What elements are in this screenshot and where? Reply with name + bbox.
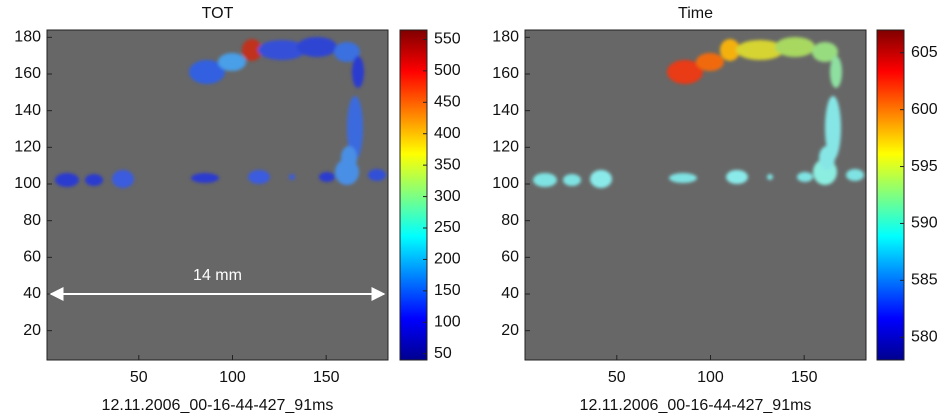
blob	[341, 146, 357, 170]
y-tick-label: 180	[492, 29, 519, 46]
colorbar-tick-label: 605	[911, 44, 938, 61]
y-tick-label: 80	[501, 212, 519, 229]
blob	[720, 39, 740, 61]
colorbar-tick-label: 150	[434, 282, 461, 299]
y-tick-label: 80	[23, 212, 41, 229]
blob	[767, 174, 773, 180]
plot-area	[46, 29, 389, 361]
colorbar-tick-label: 50	[434, 345, 452, 362]
colorbar-tick-label: 500	[434, 62, 461, 79]
y-tick-label: 160	[492, 65, 519, 82]
blob	[191, 173, 219, 183]
scale-annotation: 14 mm	[193, 267, 242, 284]
blob	[825, 96, 841, 160]
colorbar-tick-label: 350	[434, 156, 461, 173]
blob	[819, 146, 835, 170]
y-tick-label: 180	[14, 29, 41, 46]
colorbar-tick-label: 590	[911, 215, 938, 232]
blob	[696, 53, 724, 71]
y-tick-label: 120	[14, 139, 41, 156]
blob	[289, 174, 295, 180]
colorbar-tick-label: 100	[434, 314, 461, 331]
blob	[334, 42, 360, 62]
colorbar-tick-label: 400	[434, 125, 461, 142]
colorbar-tick-label: 200	[434, 251, 461, 268]
colorbar-tick-label: 580	[911, 328, 938, 345]
blob	[726, 170, 748, 184]
title: Time	[678, 5, 713, 22]
blob	[352, 56, 364, 88]
colorbar-tick-label: 585	[911, 272, 938, 289]
x-tick-label: 50	[608, 369, 626, 386]
colorbar-tick-label: 450	[434, 94, 461, 111]
image-blobs	[533, 37, 864, 188]
title: TOT	[202, 5, 234, 22]
blob	[258, 40, 306, 60]
blob	[55, 173, 79, 187]
x-axis-label: 12.11.2006_00-16-44-427_91ms	[580, 397, 812, 414]
colorbar-tick-label: 595	[911, 158, 938, 175]
y-tick-label: 20	[501, 322, 519, 339]
x-tick-label: 150	[791, 369, 818, 386]
colorbar	[399, 29, 428, 361]
blob	[248, 170, 270, 184]
y-tick-label: 60	[23, 249, 41, 266]
x-tick-label: 150	[313, 369, 340, 386]
colorbar-tick-label: 250	[434, 219, 461, 236]
blob	[368, 169, 386, 181]
blob	[846, 169, 864, 181]
image-blobs	[55, 37, 386, 188]
x-tick-label: 100	[219, 369, 246, 386]
x-tick-label: 100	[697, 369, 724, 386]
blob	[112, 170, 134, 188]
blob	[533, 173, 557, 187]
blob	[297, 37, 337, 57]
blob	[189, 60, 225, 84]
colorbar-tick-label: 600	[911, 101, 938, 118]
blob	[669, 173, 697, 183]
plot-area	[524, 29, 867, 361]
blob	[563, 174, 581, 186]
y-tick-label: 100	[492, 175, 519, 192]
blob	[590, 170, 612, 188]
blob	[830, 56, 842, 88]
y-tick-label: 40	[501, 285, 519, 302]
y-tick-label: 100	[14, 175, 41, 192]
y-tick-label: 120	[492, 139, 519, 156]
y-tick-label: 140	[14, 102, 41, 119]
y-tick-label: 20	[23, 322, 41, 339]
blob	[347, 96, 363, 160]
blob	[775, 37, 815, 57]
blob	[85, 174, 103, 186]
blob	[812, 42, 838, 62]
y-tick-label: 60	[501, 249, 519, 266]
blob	[667, 60, 703, 84]
x-tick-label: 50	[130, 369, 148, 386]
x-axis-label: 12.11.2006_00-16-44-427_91ms	[102, 397, 334, 414]
colorbar	[876, 29, 905, 361]
blob	[242, 39, 262, 61]
blob	[797, 172, 813, 182]
blob	[319, 172, 335, 182]
y-tick-label: 40	[23, 285, 41, 302]
colorbar-tick-label: 300	[434, 188, 461, 205]
colorbar-tick-label: 550	[434, 31, 461, 48]
blob	[218, 53, 246, 71]
blob	[736, 40, 784, 60]
y-tick-label: 160	[14, 65, 41, 82]
y-tick-label: 140	[492, 102, 519, 119]
